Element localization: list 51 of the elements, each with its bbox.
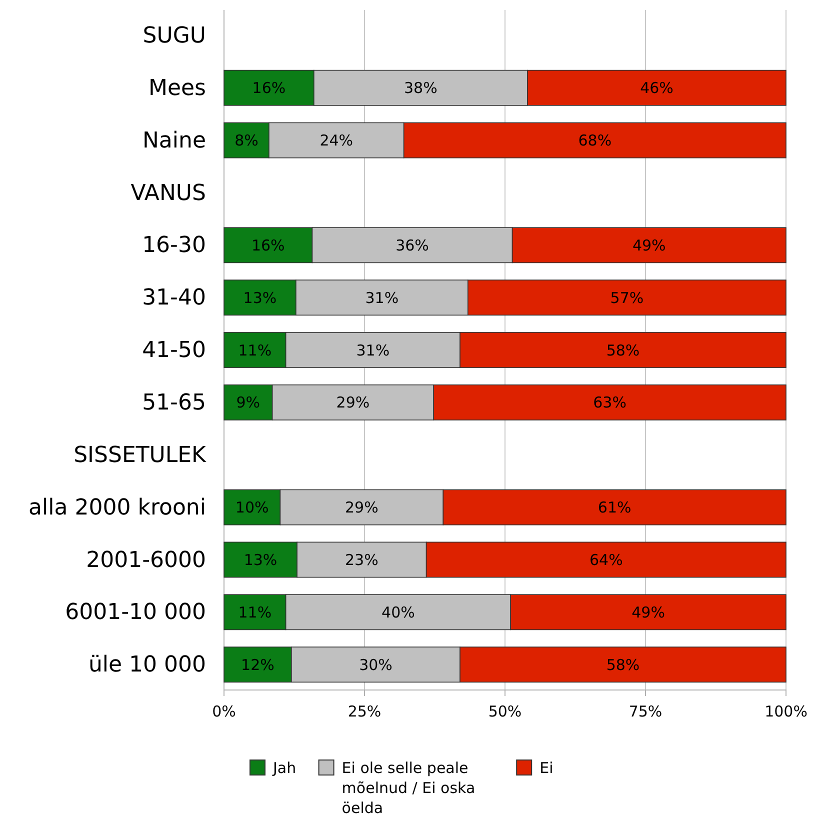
data-label: 8%: [234, 132, 258, 150]
data-label: 57%: [610, 288, 644, 307]
y-tick-label: 41-50: [142, 338, 206, 364]
x-tick-label: 0%: [212, 702, 236, 721]
legend-label: Ei: [540, 759, 554, 777]
y-tick-label: 2001-6000: [86, 548, 206, 573]
data-label: 31%: [356, 341, 390, 360]
x-tick-label: 25%: [348, 702, 382, 721]
y-tick-label: SISSETULEK: [74, 442, 207, 468]
data-label: 68%: [578, 132, 612, 150]
data-label: 10%: [235, 498, 269, 517]
data-label: 58%: [606, 656, 640, 674]
x-tick-label: 100%: [764, 702, 808, 721]
data-label: 46%: [640, 79, 674, 98]
data-label: 13%: [243, 288, 277, 307]
y-tick-label: alla 2000 krooni: [28, 495, 206, 520]
y-tick-label: Naine: [142, 128, 206, 154]
data-label: 13%: [244, 550, 278, 569]
legend-label: Ei ole selle peale mõelnud / Ei oska öelda: [342, 759, 476, 817]
y-tick-label: SUGU: [142, 23, 206, 48]
data-label: 23%: [345, 550, 378, 569]
data-label: 29%: [345, 498, 378, 517]
data-label: 36%: [396, 236, 429, 254]
data-label: 31%: [365, 288, 399, 307]
y-tick-label: VANUS: [130, 180, 206, 206]
data-label: 24%: [320, 132, 354, 150]
data-label: 30%: [359, 656, 392, 674]
data-label: 40%: [382, 603, 415, 622]
data-label: 12%: [241, 656, 274, 674]
data-label: 29%: [336, 394, 370, 412]
x-tick-label: 50%: [488, 702, 522, 721]
y-tick-label: Mees: [148, 76, 206, 101]
x-tick-label: 75%: [628, 702, 662, 721]
legend-label: Jah: [272, 759, 296, 777]
data-label: 49%: [632, 236, 666, 254]
data-label: 61%: [598, 498, 632, 517]
data-label: 11%: [238, 341, 272, 360]
y-tick-label: 51-65: [142, 390, 206, 416]
data-label: 49%: [632, 603, 665, 622]
y-tick-label: üle 10 000: [88, 652, 206, 678]
data-label: 16%: [252, 79, 286, 98]
data-label: 16%: [251, 236, 285, 254]
data-label: 11%: [238, 603, 272, 622]
data-label: 64%: [589, 550, 623, 569]
data-label: 58%: [606, 341, 640, 360]
y-tick-label: 31-40: [142, 286, 206, 311]
data-label: 38%: [404, 79, 438, 98]
y-tick-label: 6001-10 000: [65, 600, 206, 626]
y-tick-label: 16-30: [142, 233, 206, 258]
data-label: 63%: [593, 394, 626, 412]
data-label: 9%: [236, 394, 260, 412]
